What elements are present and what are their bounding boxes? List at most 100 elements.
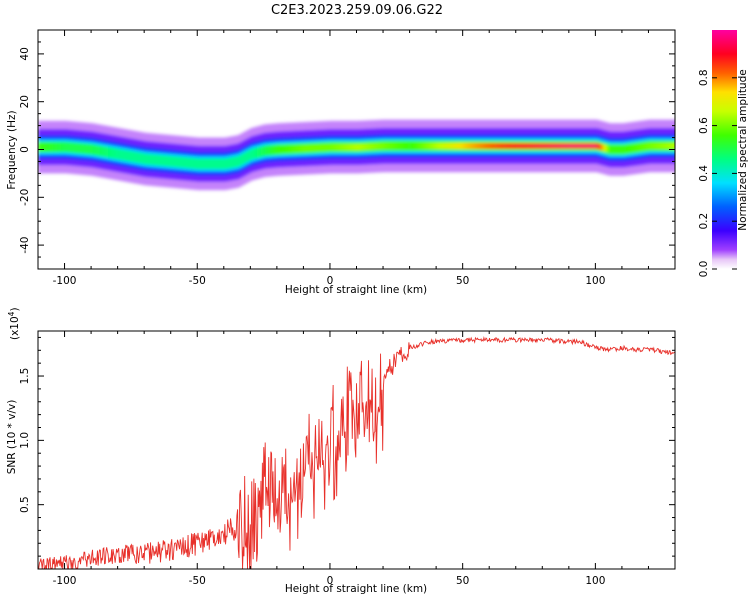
snr-x-tick-label: -100 <box>53 575 77 587</box>
spectrogram-cell <box>71 144 75 151</box>
spectrogram-cell <box>156 157 160 164</box>
spectrogram-cell <box>492 143 496 149</box>
spectrogram-cell <box>515 143 519 149</box>
spectrogram-cell <box>46 144 50 150</box>
spectrogram-cell <box>432 143 436 149</box>
snr-x-tick-label: -50 <box>189 575 206 587</box>
spectrogram-cell <box>494 143 498 149</box>
spectrogram-cell <box>403 143 406 149</box>
spectrogram-cell <box>636 144 640 151</box>
spectrogram-cell <box>154 157 158 163</box>
spectrogram-cell <box>641 144 644 150</box>
spectrogram-cell <box>201 160 205 167</box>
spectrogram-cell <box>54 144 58 150</box>
spectrogram-cell <box>551 143 555 149</box>
spectrogram-cell <box>613 146 617 153</box>
spectrogram-y-ticks: -40 -20 0 20 40 <box>19 29 675 270</box>
spectrogram-cell <box>600 144 604 151</box>
spectrogram-cell <box>653 143 657 149</box>
spectrogram-cell <box>105 149 109 156</box>
spectrogram-cell <box>466 143 470 149</box>
spectrogram-cell <box>647 143 651 149</box>
spectrogram-cell <box>339 144 343 150</box>
spectrogram-cell <box>522 143 525 149</box>
spectrogram-cell <box>203 160 207 167</box>
spectrogram-cell <box>562 143 566 149</box>
spectrogram-cell <box>216 160 220 167</box>
spectrogram-cell <box>420 143 423 149</box>
spectrogram-y-tick-label: 40 <box>19 47 31 60</box>
spectrogram-cell <box>626 146 629 152</box>
spectrogram-cell <box>231 159 234 166</box>
spectrogram-cell <box>297 145 300 152</box>
spectrogram-cell <box>318 144 321 151</box>
spectrogram-cell <box>282 146 285 153</box>
spectrogram-cell <box>579 143 583 149</box>
snr-x-tick-label: 50 <box>456 575 469 587</box>
spectrogram-cell <box>343 144 347 150</box>
spectrogram-cell <box>570 143 574 149</box>
spectrogram-cell <box>337 144 341 150</box>
snr-y-tick-label: 0.5 <box>19 496 31 513</box>
spectrogram-cell <box>621 146 625 153</box>
colorbar-tick-label: 0.6 <box>698 117 710 134</box>
spectrogram-cell <box>63 144 67 150</box>
colorbar-tick-label: 0.4 <box>698 165 710 182</box>
colorbar-tick-label: 0.8 <box>698 69 710 86</box>
colorbar: 0.0 0.2 0.4 0.6 0.8 Normalized spectral ampl… <box>698 30 749 277</box>
spectrogram-cell <box>112 150 116 157</box>
spectrogram-cell <box>116 151 120 157</box>
snr-y-tick-label: 1.0 <box>19 432 31 449</box>
spectrogram-cell <box>498 143 502 149</box>
snr-frame <box>37 330 676 570</box>
spectrogram-cell <box>209 160 213 167</box>
spectrogram-cell <box>127 153 130 159</box>
spectrogram-cell <box>390 143 394 149</box>
spectrogram-cell <box>507 143 510 149</box>
spectrogram-cell <box>534 143 538 149</box>
spectrogram-cell <box>604 145 608 152</box>
spectrogram-cell <box>505 143 508 149</box>
spectrogram-cell <box>424 143 428 149</box>
spectrogram-cell <box>490 143 493 149</box>
spectrogram-cell <box>509 143 513 149</box>
spectrogram-cell <box>224 160 228 167</box>
spectrogram-cell <box>360 144 364 150</box>
spectrogram-cell <box>585 143 589 149</box>
spectrogram-cell <box>539 143 542 149</box>
spectrogram-cell <box>619 146 623 153</box>
spectrogram-cell <box>469 143 472 149</box>
colorbar-tick-label: 0.2 <box>698 213 710 230</box>
spectrogram-cell <box>314 144 317 151</box>
spectrogram-cell <box>500 143 504 149</box>
spectrogram-cell <box>415 143 419 149</box>
spectrogram-cell <box>609 146 612 153</box>
snr-x-tick-label: 100 <box>585 575 605 587</box>
spectrogram-cell <box>267 147 271 154</box>
spectrogram-cell <box>536 143 540 149</box>
spectrogram-cell <box>186 160 190 166</box>
spectrogram-cell <box>583 143 587 149</box>
spectrogram-cell <box>407 143 411 149</box>
spectrogram-cell <box>596 143 600 150</box>
spectrogram-cell <box>324 144 328 151</box>
spectrogram-cell <box>292 145 296 152</box>
spectrogram-cell <box>61 144 65 150</box>
spectrogram-cell <box>222 160 226 167</box>
spectrogram-cell <box>655 143 659 149</box>
colorbar-gradient <box>712 30 737 269</box>
spectrogram-cell <box>303 145 307 152</box>
spectrogram-cell <box>352 144 355 150</box>
spectrogram-cell <box>214 160 217 167</box>
spectrogram-cell <box>638 144 642 151</box>
spectrogram-cell <box>670 143 674 149</box>
spectrogram-cell <box>615 146 619 153</box>
spectrogram-cell <box>560 143 564 149</box>
spectrogram-cell <box>566 143 570 149</box>
spectrogram-cell <box>288 146 292 152</box>
spectrogram-cell <box>496 143 500 149</box>
spectrogram-cell <box>643 143 646 150</box>
spectrogram-cell <box>125 152 128 159</box>
snr-y-axis-label: SNR (10 * v/v) <box>6 400 18 475</box>
spectrogram-cell <box>142 155 145 162</box>
